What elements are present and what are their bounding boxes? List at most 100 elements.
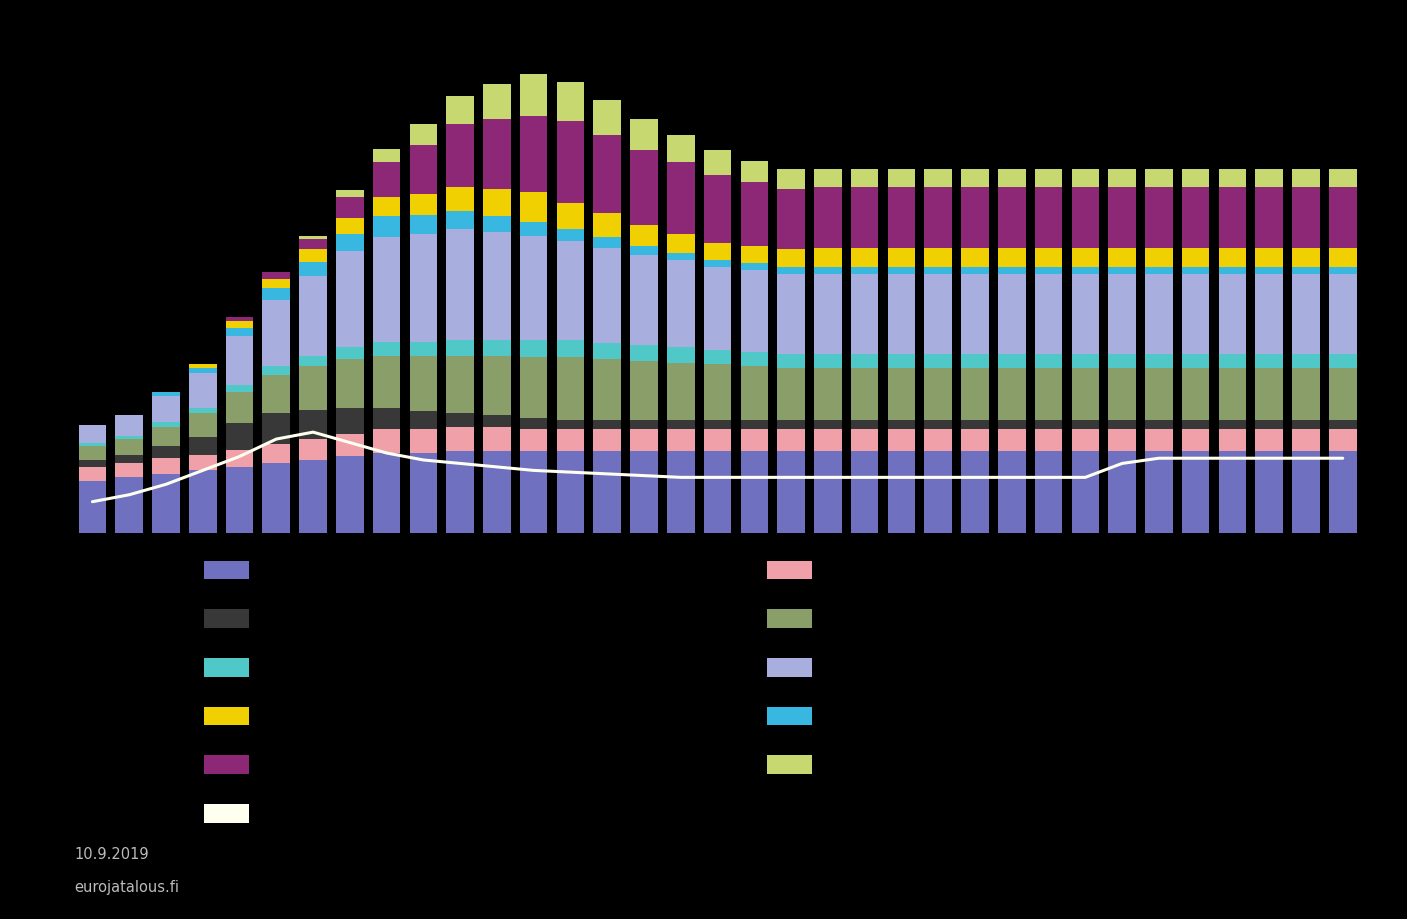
Bar bbox=[1109, 169, 1135, 187]
Bar bbox=[300, 410, 326, 439]
Bar bbox=[446, 229, 474, 340]
Bar bbox=[851, 420, 878, 428]
Bar bbox=[740, 451, 768, 533]
Bar bbox=[300, 366, 326, 410]
Bar bbox=[446, 340, 474, 356]
Bar bbox=[189, 408, 217, 413]
Bar bbox=[152, 474, 180, 533]
Bar bbox=[1145, 187, 1172, 248]
Bar bbox=[961, 274, 989, 354]
Bar bbox=[815, 420, 841, 428]
Bar bbox=[998, 368, 1026, 420]
Bar bbox=[225, 424, 253, 449]
Bar bbox=[630, 361, 658, 420]
Bar bbox=[961, 267, 989, 274]
Bar bbox=[767, 561, 812, 579]
Bar bbox=[1255, 248, 1283, 267]
Bar bbox=[777, 267, 805, 274]
Bar bbox=[263, 444, 290, 463]
Bar bbox=[1034, 169, 1062, 187]
Bar bbox=[483, 340, 511, 356]
Bar bbox=[1145, 274, 1172, 354]
Bar bbox=[767, 755, 812, 774]
Bar bbox=[79, 443, 106, 446]
Bar bbox=[961, 187, 989, 248]
Bar bbox=[998, 420, 1026, 428]
Bar bbox=[667, 428, 695, 451]
Bar bbox=[189, 437, 217, 455]
Bar bbox=[594, 135, 620, 213]
Bar bbox=[446, 451, 474, 533]
Bar bbox=[777, 451, 805, 533]
Bar bbox=[1072, 248, 1099, 267]
Bar bbox=[225, 317, 253, 321]
Bar bbox=[998, 248, 1026, 267]
Bar bbox=[815, 169, 841, 187]
Bar bbox=[521, 451, 547, 533]
Bar bbox=[704, 451, 732, 533]
Bar bbox=[1145, 368, 1172, 420]
Bar bbox=[767, 707, 812, 725]
Bar bbox=[1255, 187, 1283, 248]
Bar bbox=[446, 187, 474, 211]
Bar bbox=[1330, 274, 1356, 354]
Bar bbox=[740, 366, 768, 420]
Bar bbox=[1034, 274, 1062, 354]
Bar bbox=[446, 124, 474, 187]
Bar bbox=[1072, 187, 1099, 248]
Bar bbox=[961, 169, 989, 187]
Bar bbox=[1218, 428, 1247, 451]
Bar bbox=[851, 428, 878, 451]
Bar bbox=[888, 428, 915, 451]
Bar bbox=[924, 169, 953, 187]
Bar bbox=[409, 453, 438, 533]
Bar bbox=[998, 274, 1026, 354]
Bar bbox=[1072, 274, 1099, 354]
Bar bbox=[1109, 187, 1135, 248]
Bar bbox=[1218, 248, 1247, 267]
Bar bbox=[667, 346, 695, 363]
Bar bbox=[115, 414, 144, 436]
Bar bbox=[373, 149, 401, 163]
Bar bbox=[777, 368, 805, 420]
Bar bbox=[1072, 451, 1099, 533]
Bar bbox=[924, 274, 953, 354]
Bar bbox=[300, 235, 326, 239]
Bar bbox=[777, 428, 805, 451]
Bar bbox=[704, 260, 732, 267]
Bar bbox=[225, 328, 253, 336]
Bar bbox=[1218, 451, 1247, 533]
Bar bbox=[1034, 451, 1062, 533]
Bar bbox=[409, 342, 438, 356]
Bar bbox=[446, 96, 474, 124]
Bar bbox=[115, 455, 144, 463]
Bar bbox=[1255, 169, 1283, 187]
Bar bbox=[667, 260, 695, 346]
Bar bbox=[521, 221, 547, 235]
Bar bbox=[888, 368, 915, 420]
Bar bbox=[1034, 368, 1062, 420]
Bar bbox=[1255, 368, 1283, 420]
Bar bbox=[1182, 267, 1210, 274]
Bar bbox=[740, 428, 768, 451]
Bar bbox=[336, 457, 363, 533]
Bar bbox=[204, 609, 249, 628]
Bar bbox=[409, 428, 438, 453]
Bar bbox=[1034, 354, 1062, 368]
Bar bbox=[1218, 274, 1247, 354]
Bar bbox=[1072, 368, 1099, 420]
Bar bbox=[961, 354, 989, 368]
Bar bbox=[521, 418, 547, 428]
Bar bbox=[483, 356, 511, 414]
Bar bbox=[1255, 274, 1283, 354]
Bar bbox=[336, 190, 363, 198]
Bar bbox=[446, 413, 474, 427]
Bar bbox=[1330, 248, 1356, 267]
Bar bbox=[373, 198, 401, 217]
Bar bbox=[630, 451, 658, 533]
Bar bbox=[225, 385, 253, 392]
Bar bbox=[79, 460, 106, 467]
Bar bbox=[740, 182, 768, 246]
Bar bbox=[851, 274, 878, 354]
Bar bbox=[483, 233, 511, 340]
